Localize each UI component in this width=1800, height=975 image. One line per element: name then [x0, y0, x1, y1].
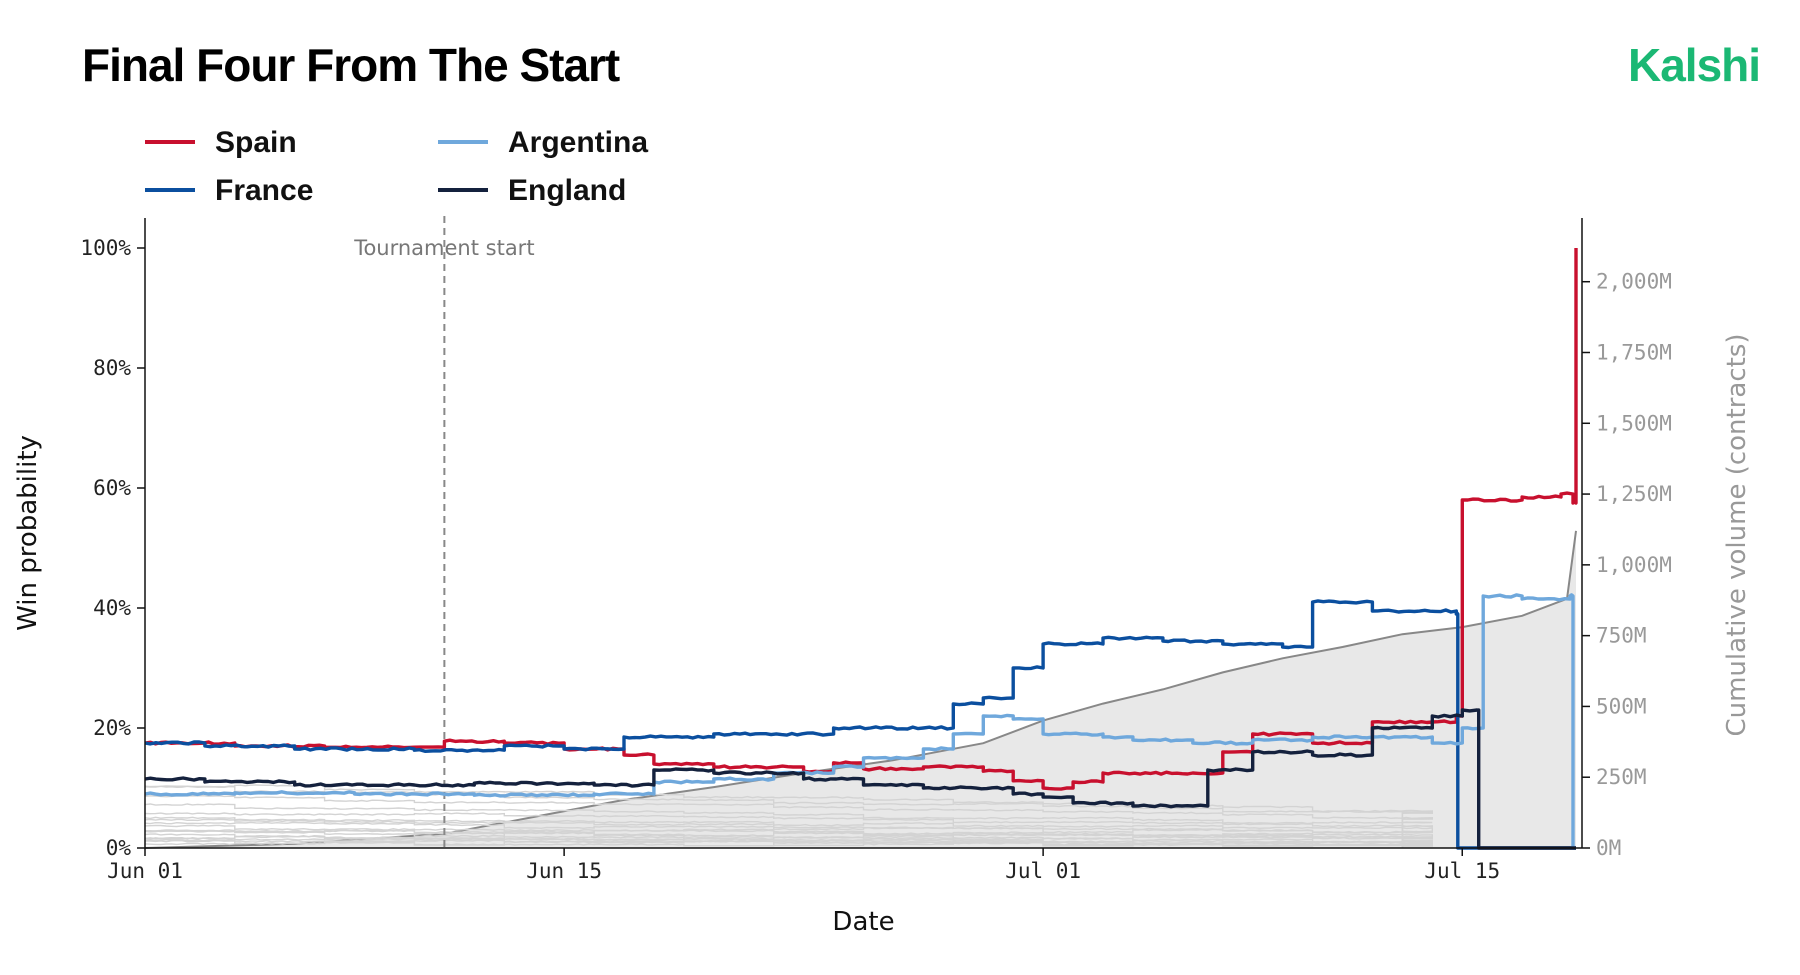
y2-tick-label: 2,000M — [1596, 270, 1672, 294]
axes: 0% 20% 40% 60% 80% 100% 0M 250M 500M 750M 1,000M 1,… — [13, 218, 1752, 937]
plot-area: Tournament start — [144, 216, 1578, 850]
y-axis-label: Win probability — [13, 435, 43, 631]
y-tick-label: 60% — [93, 476, 131, 500]
x-tick-label: Jun 01 — [107, 859, 183, 883]
other-team-line — [144, 816, 1433, 848]
x-tick-label: Jun 15 — [526, 859, 602, 883]
y-tick-label: 100% — [80, 236, 131, 260]
legend-label: England — [508, 174, 626, 207]
y2-axis-label: Cumulative volume (contracts) — [1722, 333, 1752, 736]
page-title: Final Four From The Start — [82, 39, 620, 91]
legend-label: Argentina — [508, 126, 648, 159]
other-team-line — [144, 839, 1433, 848]
other-team-line — [144, 821, 1433, 848]
legend-item-france: France — [145, 174, 313, 207]
legend-label: Spain — [215, 126, 297, 159]
y-tick-label: 40% — [93, 596, 131, 620]
series-line-argentina — [144, 593, 1576, 850]
brand-logo: Kalshi — [1628, 39, 1761, 91]
legend: Spain France Argentina England — [145, 126, 648, 207]
legend-item-england: England — [438, 174, 626, 207]
legend-item-spain: Spain — [145, 126, 297, 159]
tournament-start-label: Tournament start — [353, 236, 534, 260]
series-line-spain — [144, 248, 1578, 791]
y2-tick-label: 1,750M — [1596, 340, 1672, 364]
other-team-line — [144, 794, 1433, 848]
x-tick-label: Jul 15 — [1424, 859, 1500, 883]
y2-tick-label: 750M — [1596, 624, 1647, 648]
y2-tick-label: 250M — [1596, 765, 1647, 789]
other-team-line — [144, 803, 1433, 848]
y2-tick-label: 0M — [1596, 836, 1621, 860]
y2-tick-label: 1,500M — [1596, 411, 1672, 435]
legend-label: France — [215, 174, 313, 207]
y2-tick-label: 1,250M — [1596, 482, 1672, 506]
other-team-line — [144, 834, 1433, 848]
other-team-line — [144, 824, 1433, 848]
series-line-france — [144, 599, 1576, 850]
y-tick-label: 80% — [93, 356, 131, 380]
other-team-line — [144, 784, 1433, 848]
other-team-line — [144, 829, 1433, 848]
series-line-england — [144, 708, 1576, 850]
y-tick-label: 20% — [93, 716, 131, 740]
y2-tick-label: 1,000M — [1596, 553, 1672, 577]
x-tick-label: Jul 01 — [1005, 859, 1081, 883]
legend-item-argentina: Argentina — [438, 126, 648, 159]
other-team-line — [144, 841, 1433, 848]
volume-line — [144, 530, 1577, 849]
y2-tick-label: 500M — [1596, 694, 1647, 718]
other-team-line — [144, 812, 1433, 848]
x-axis-label: Date — [832, 907, 894, 937]
y-tick-label: 0% — [106, 836, 132, 860]
